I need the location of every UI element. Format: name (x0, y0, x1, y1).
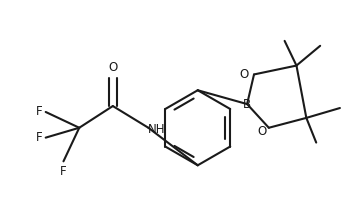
Text: F: F (60, 165, 67, 178)
Text: O: O (108, 62, 118, 74)
Text: F: F (36, 131, 43, 144)
Text: NH: NH (148, 123, 166, 136)
Text: B: B (243, 98, 251, 111)
Text: O: O (258, 125, 267, 138)
Text: F: F (36, 106, 43, 118)
Text: O: O (240, 68, 249, 81)
